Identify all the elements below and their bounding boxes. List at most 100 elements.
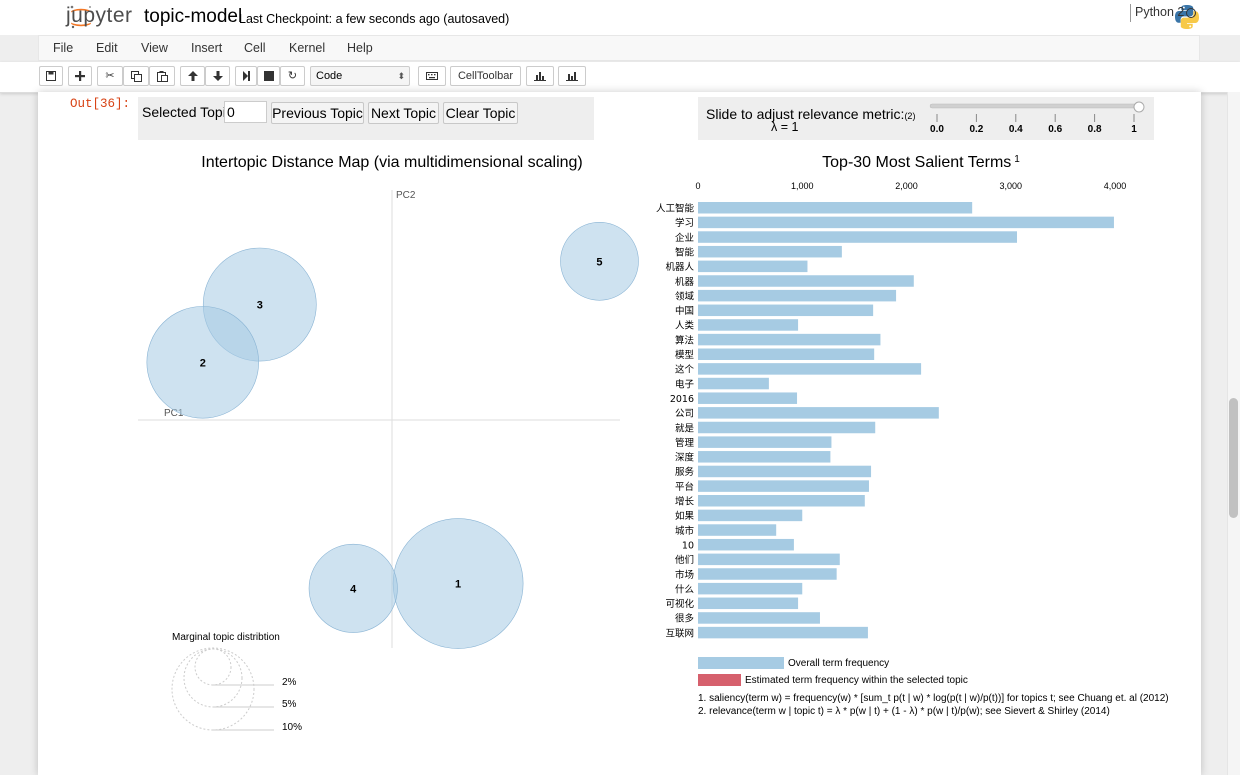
term-bar[interactable] [698,524,777,536]
chart-button-1[interactable] [526,66,554,86]
term-label[interactable]: 互联网 [665,628,694,639]
term-label[interactable]: 城市 [675,525,695,537]
term-label[interactable]: 2016 [670,394,694,405]
term-bar[interactable] [698,582,803,595]
command-palette-button[interactable] [418,66,446,86]
scrollbar-thumb[interactable] [1229,398,1238,518]
term-label[interactable]: 平台 [675,481,694,493]
term-label[interactable]: 可视化 [665,598,694,610]
term-label[interactable]: 机器人 [665,261,694,273]
clear-topic-button[interactable]: Clear Topic [443,102,518,124]
term-label[interactable]: 服务 [675,466,695,478]
term-bar[interactable] [698,231,1018,243]
marginal-circle-5 [183,648,243,708]
term-label[interactable]: 智能 [675,246,695,258]
term-bar[interactable] [698,612,820,624]
term-label[interactable]: 模型 [675,349,695,361]
term-label[interactable]: 他们 [675,554,694,566]
term-label[interactable]: 企业 [675,232,694,244]
term-bar[interactable] [698,304,874,317]
cut-button[interactable]: ✂ [97,66,123,86]
term-bar[interactable] [698,553,840,566]
save-button[interactable] [39,66,63,86]
term-bar[interactable] [698,626,868,639]
term-bar[interactable] [698,319,799,331]
term-label[interactable]: 电子 [675,378,695,390]
term-bar[interactable] [698,392,798,404]
term-bar[interactable] [698,421,876,434]
term-label[interactable]: 什么 [675,583,694,595]
next-topic-button[interactable]: Next Topic [368,102,439,124]
selected-topic-input[interactable]: 0 [224,101,267,123]
interrupt-button[interactable] [257,66,280,86]
slider-handle[interactable] [1133,101,1145,113]
paste-button[interactable] [149,66,175,86]
term-bar[interactable] [698,216,1114,229]
term-bar[interactable] [698,538,794,551]
run-button[interactable] [235,66,257,86]
term-bar[interactable] [698,407,939,419]
term-bar[interactable] [698,495,865,507]
term-label[interactable]: 管理 [675,437,695,449]
menu-view[interactable]: View [141,41,168,55]
term-label[interactable]: 算法 [675,334,694,346]
slider-track[interactable] [929,103,1141,109]
notebook-name[interactable]: topic-model [144,6,243,27]
term-bar[interactable] [698,289,897,302]
term-bar[interactable] [698,245,842,258]
jupyter-logo-icon[interactable] [38,4,130,30]
term-bar[interactable] [698,260,808,273]
term-bar[interactable] [698,363,922,375]
term-bar[interactable] [698,333,881,346]
term-bar[interactable] [698,568,837,580]
menu-file[interactable]: File [53,41,74,55]
term-bar[interactable] [698,202,973,214]
menu-cell[interactable]: Cell [244,41,266,55]
menu-edit[interactable]: Edit [96,41,118,55]
restart-button[interactable]: ↻ [280,66,305,86]
term-bar[interactable] [698,465,872,478]
previous-topic-button[interactable]: Previous Topic [271,102,364,124]
term-label[interactable]: 如果 [675,510,695,522]
term-bar[interactable] [698,451,831,463]
term-label[interactable]: 就是 [675,422,695,434]
term-label[interactable]: 增长 [675,496,695,508]
term-label[interactable]: 深度 [675,452,695,464]
move-down-button[interactable] [205,66,230,86]
relevance-slider[interactable] [929,101,1145,113]
term-bar[interactable] [698,275,914,287]
term-label[interactable]: 人工智能 [656,203,695,215]
term-label[interactable]: 领域 [675,290,695,302]
menu-help[interactable]: Help [347,41,373,55]
term-label[interactable]: 人类 [675,320,695,332]
term-label[interactable]: 10 [682,540,694,551]
bar-chart-icon [534,72,546,81]
term-bar[interactable] [698,509,803,522]
term-bar[interactable] [698,480,869,492]
menu-insert[interactable]: Insert [191,41,223,55]
term-bar[interactable] [698,377,769,390]
term-label[interactable]: 机器 [675,276,695,288]
topic-circle-4[interactable] [308,543,398,633]
term-label[interactable]: 市场 [675,569,694,581]
chart-button-2[interactable] [558,66,586,86]
term-label[interactable]: 公司 [675,409,694,420]
celltoolbar-button[interactable]: CellToolbar [450,66,521,86]
menu-kernel[interactable]: Kernel [289,41,326,55]
insert-cell-button[interactable] [68,66,92,86]
term-label[interactable]: 这个 [675,364,695,376]
cell-type-value: Code [316,70,343,82]
copy-button[interactable] [123,66,149,86]
term-label[interactable]: 中国 [675,305,694,317]
term-bar[interactable] [698,436,832,448]
topic-circle-5[interactable] [560,221,639,301]
topic-circle-label: 2 [200,357,206,369]
topic-circle-2[interactable] [146,306,259,419]
term-bar[interactable] [698,597,799,610]
checkpoint-status: Last Checkpoint: a few seconds ago (auto… [239,12,510,26]
cell-type-select[interactable]: Code ⬍ [310,66,410,86]
term-label[interactable]: 很多 [675,613,694,625]
term-bar[interactable] [698,348,875,361]
term-label[interactable]: 学习 [675,217,694,229]
move-up-button[interactable] [180,66,205,86]
